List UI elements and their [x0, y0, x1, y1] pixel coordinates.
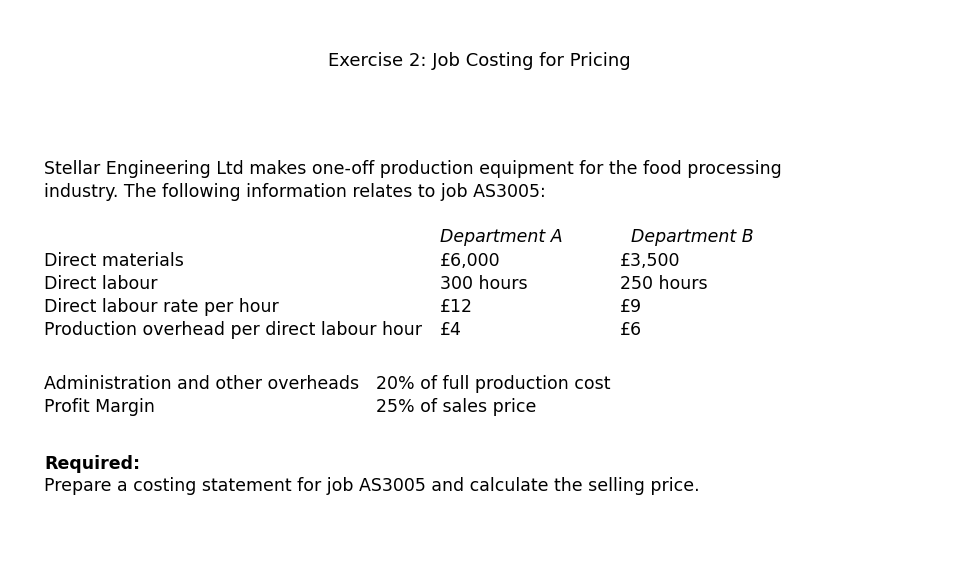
- Text: £3,500: £3,500: [620, 252, 680, 270]
- Text: 300 hours: 300 hours: [440, 275, 528, 293]
- Text: 250 hours: 250 hours: [620, 275, 708, 293]
- Text: Direct labour rate per hour: Direct labour rate per hour: [44, 298, 279, 316]
- Text: Department B: Department B: [620, 228, 754, 246]
- Text: Direct labour: Direct labour: [44, 275, 157, 293]
- Text: £12: £12: [440, 298, 473, 316]
- Text: Administration and other overheads: Administration and other overheads: [44, 375, 359, 393]
- Text: Direct materials: Direct materials: [44, 252, 184, 270]
- Text: Required:: Required:: [44, 455, 140, 473]
- Text: Exercise 2: Job Costing for Pricing: Exercise 2: Job Costing for Pricing: [328, 52, 630, 70]
- Text: £9: £9: [620, 298, 642, 316]
- Text: Production overhead per direct labour hour: Production overhead per direct labour ho…: [44, 321, 422, 339]
- Text: Stellar Engineering Ltd makes one-off production equipment for the food processi: Stellar Engineering Ltd makes one-off pr…: [44, 160, 782, 178]
- Text: industry. The following information relates to job AS3005:: industry. The following information rela…: [44, 183, 546, 201]
- Text: Department A: Department A: [440, 228, 562, 246]
- Text: Prepare a costing statement for job AS3005 and calculate the selling price.: Prepare a costing statement for job AS30…: [44, 477, 699, 495]
- Text: 20% of full production cost: 20% of full production cost: [376, 375, 610, 393]
- Text: £6,000: £6,000: [440, 252, 501, 270]
- Text: 25% of sales price: 25% of sales price: [376, 398, 536, 416]
- Text: Profit Margin: Profit Margin: [44, 398, 155, 416]
- Text: £6: £6: [620, 321, 642, 339]
- Text: £4: £4: [440, 321, 462, 339]
